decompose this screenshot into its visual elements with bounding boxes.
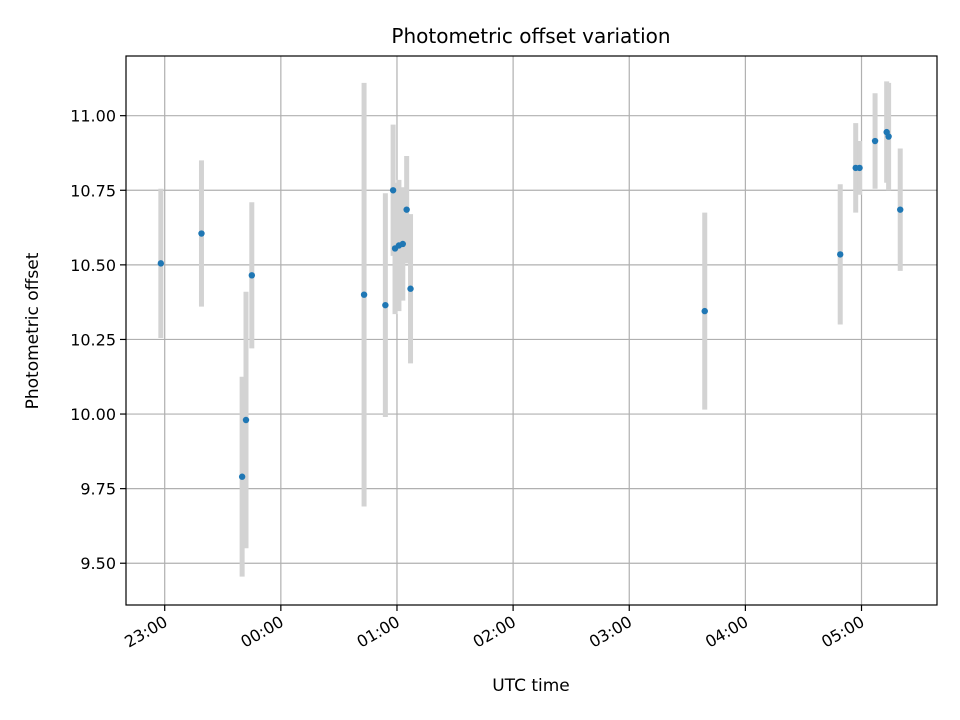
x-axis: 23:00 00:00 01:00 02:00 03:00 04:00 05:00: [121, 605, 868, 652]
data-point: [885, 133, 892, 140]
y-tick-label: 10.00: [70, 405, 116, 424]
data-point: [897, 206, 904, 213]
x-tick-label: 01:00: [354, 612, 403, 652]
y-tick-label: 9.75: [80, 480, 116, 499]
data-point: [407, 285, 414, 292]
y-tick-label: 10.25: [70, 330, 116, 349]
data-point: [871, 137, 879, 145]
data-point: [238, 473, 246, 480]
x-axis-label: UTC time: [492, 676, 570, 696]
data-point: [382, 301, 389, 309]
y-tick-label: 11.00: [70, 107, 116, 126]
data-point: [856, 164, 863, 172]
y-tick-label: 9.50: [80, 554, 116, 573]
data-point: [399, 240, 406, 248]
data-point: [403, 206, 410, 213]
data-point: [360, 291, 368, 298]
grid-lines: [126, 56, 937, 605]
y-tick-label: 10.75: [70, 181, 116, 200]
y-axis-label: Photometric offset: [23, 252, 43, 409]
x-tick-label: 03:00: [586, 612, 635, 652]
x-tick-label: 02:00: [470, 612, 519, 652]
data-points: [157, 128, 904, 480]
data-point: [701, 307, 708, 315]
y-axis: 9.50 9.75 10.00 10.25 10.50 10.75 11.00: [70, 107, 126, 573]
data-point: [389, 187, 397, 194]
data-point: [837, 251, 844, 258]
y-tick-label: 10.50: [70, 256, 116, 275]
data-point: [198, 230, 205, 237]
x-tick-label: 23:00: [121, 612, 170, 652]
x-tick-label: 00:00: [237, 612, 286, 652]
plot-frame: [125, 55, 938, 606]
chart-title: Photometric offset variation: [391, 24, 670, 48]
data-point: [248, 272, 256, 279]
data-point: [157, 260, 165, 267]
x-tick-label: 04:00: [702, 612, 751, 652]
data-point: [242, 416, 250, 424]
x-tick-label: 05:00: [818, 612, 867, 652]
error-bars: [158, 81, 903, 577]
